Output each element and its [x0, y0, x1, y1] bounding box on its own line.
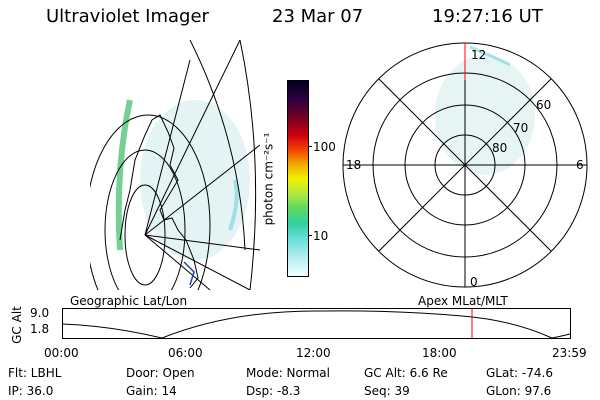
aurora-haze [140, 100, 250, 260]
colorbar [287, 80, 309, 277]
mlt-label-0: 0 [470, 275, 478, 289]
orbit-ytick-top: 9.0 [30, 306, 50, 320]
orbit-xtick-2: 12:00 [296, 346, 331, 360]
mlt-label-18: 18 [346, 158, 361, 172]
status-gain: Gain: 14 [126, 384, 177, 398]
status-ip: IP: 36.0 [8, 384, 54, 398]
date-label: 23 Mar 07 [272, 6, 364, 27]
coastline [119, 114, 199, 289]
colorbar-unit-label: photon cm⁻²s⁻¹ [261, 132, 276, 226]
mlat-label-70: 70 [513, 121, 528, 135]
aurora-arc [115, 99, 133, 251]
orbit-altitude-curve [62, 310, 571, 339]
orbit-altitude-plot [62, 308, 571, 339]
mlt-label-12: 12 [471, 48, 486, 62]
orbit-xtick-4: 23:59 [552, 346, 587, 360]
orbit-ytick-bottom: 1.8 [30, 322, 50, 336]
status-glat: GLat: -74.6 [486, 366, 553, 380]
geographic-map [90, 40, 260, 290]
colorbar-tick-100: 100 [313, 140, 336, 154]
geographic-label: Geographic Lat/Lon [70, 294, 188, 308]
colorbar-tick-10: 10 [313, 229, 329, 243]
orbit-ylabel: GC Alt [9, 306, 24, 344]
lat-lon-grid [90, 40, 260, 290]
instrument-title: Ultraviolet Imager [46, 6, 209, 27]
orbit-xtick-0: 00:00 [44, 346, 79, 360]
orbit-xtick-1: 06:00 [168, 346, 203, 360]
polar-plot: 12 0 18 6 60 70 80 [342, 42, 588, 289]
mlat-label-60: 60 [536, 98, 551, 112]
status-seq: Seq: 39 [364, 384, 410, 398]
status-door: Door: Open [126, 366, 195, 380]
mlat-label-80: 80 [492, 141, 507, 155]
mlt-label-6: 6 [576, 158, 584, 172]
status-flt: Flt: LBHL [8, 366, 62, 380]
status-glon: GLon: 97.6 [486, 384, 552, 398]
apex-label: Apex MLat/MLT [418, 294, 508, 308]
time-label: 19:27:16 UT [432, 6, 543, 27]
status-gcalt: GC Alt: 6.6 Re [364, 366, 448, 380]
status-mode: Mode: Normal [246, 366, 330, 380]
orbit-xtick-3: 18:00 [422, 346, 457, 360]
status-dsp: Dsp: -8.3 [246, 384, 301, 398]
